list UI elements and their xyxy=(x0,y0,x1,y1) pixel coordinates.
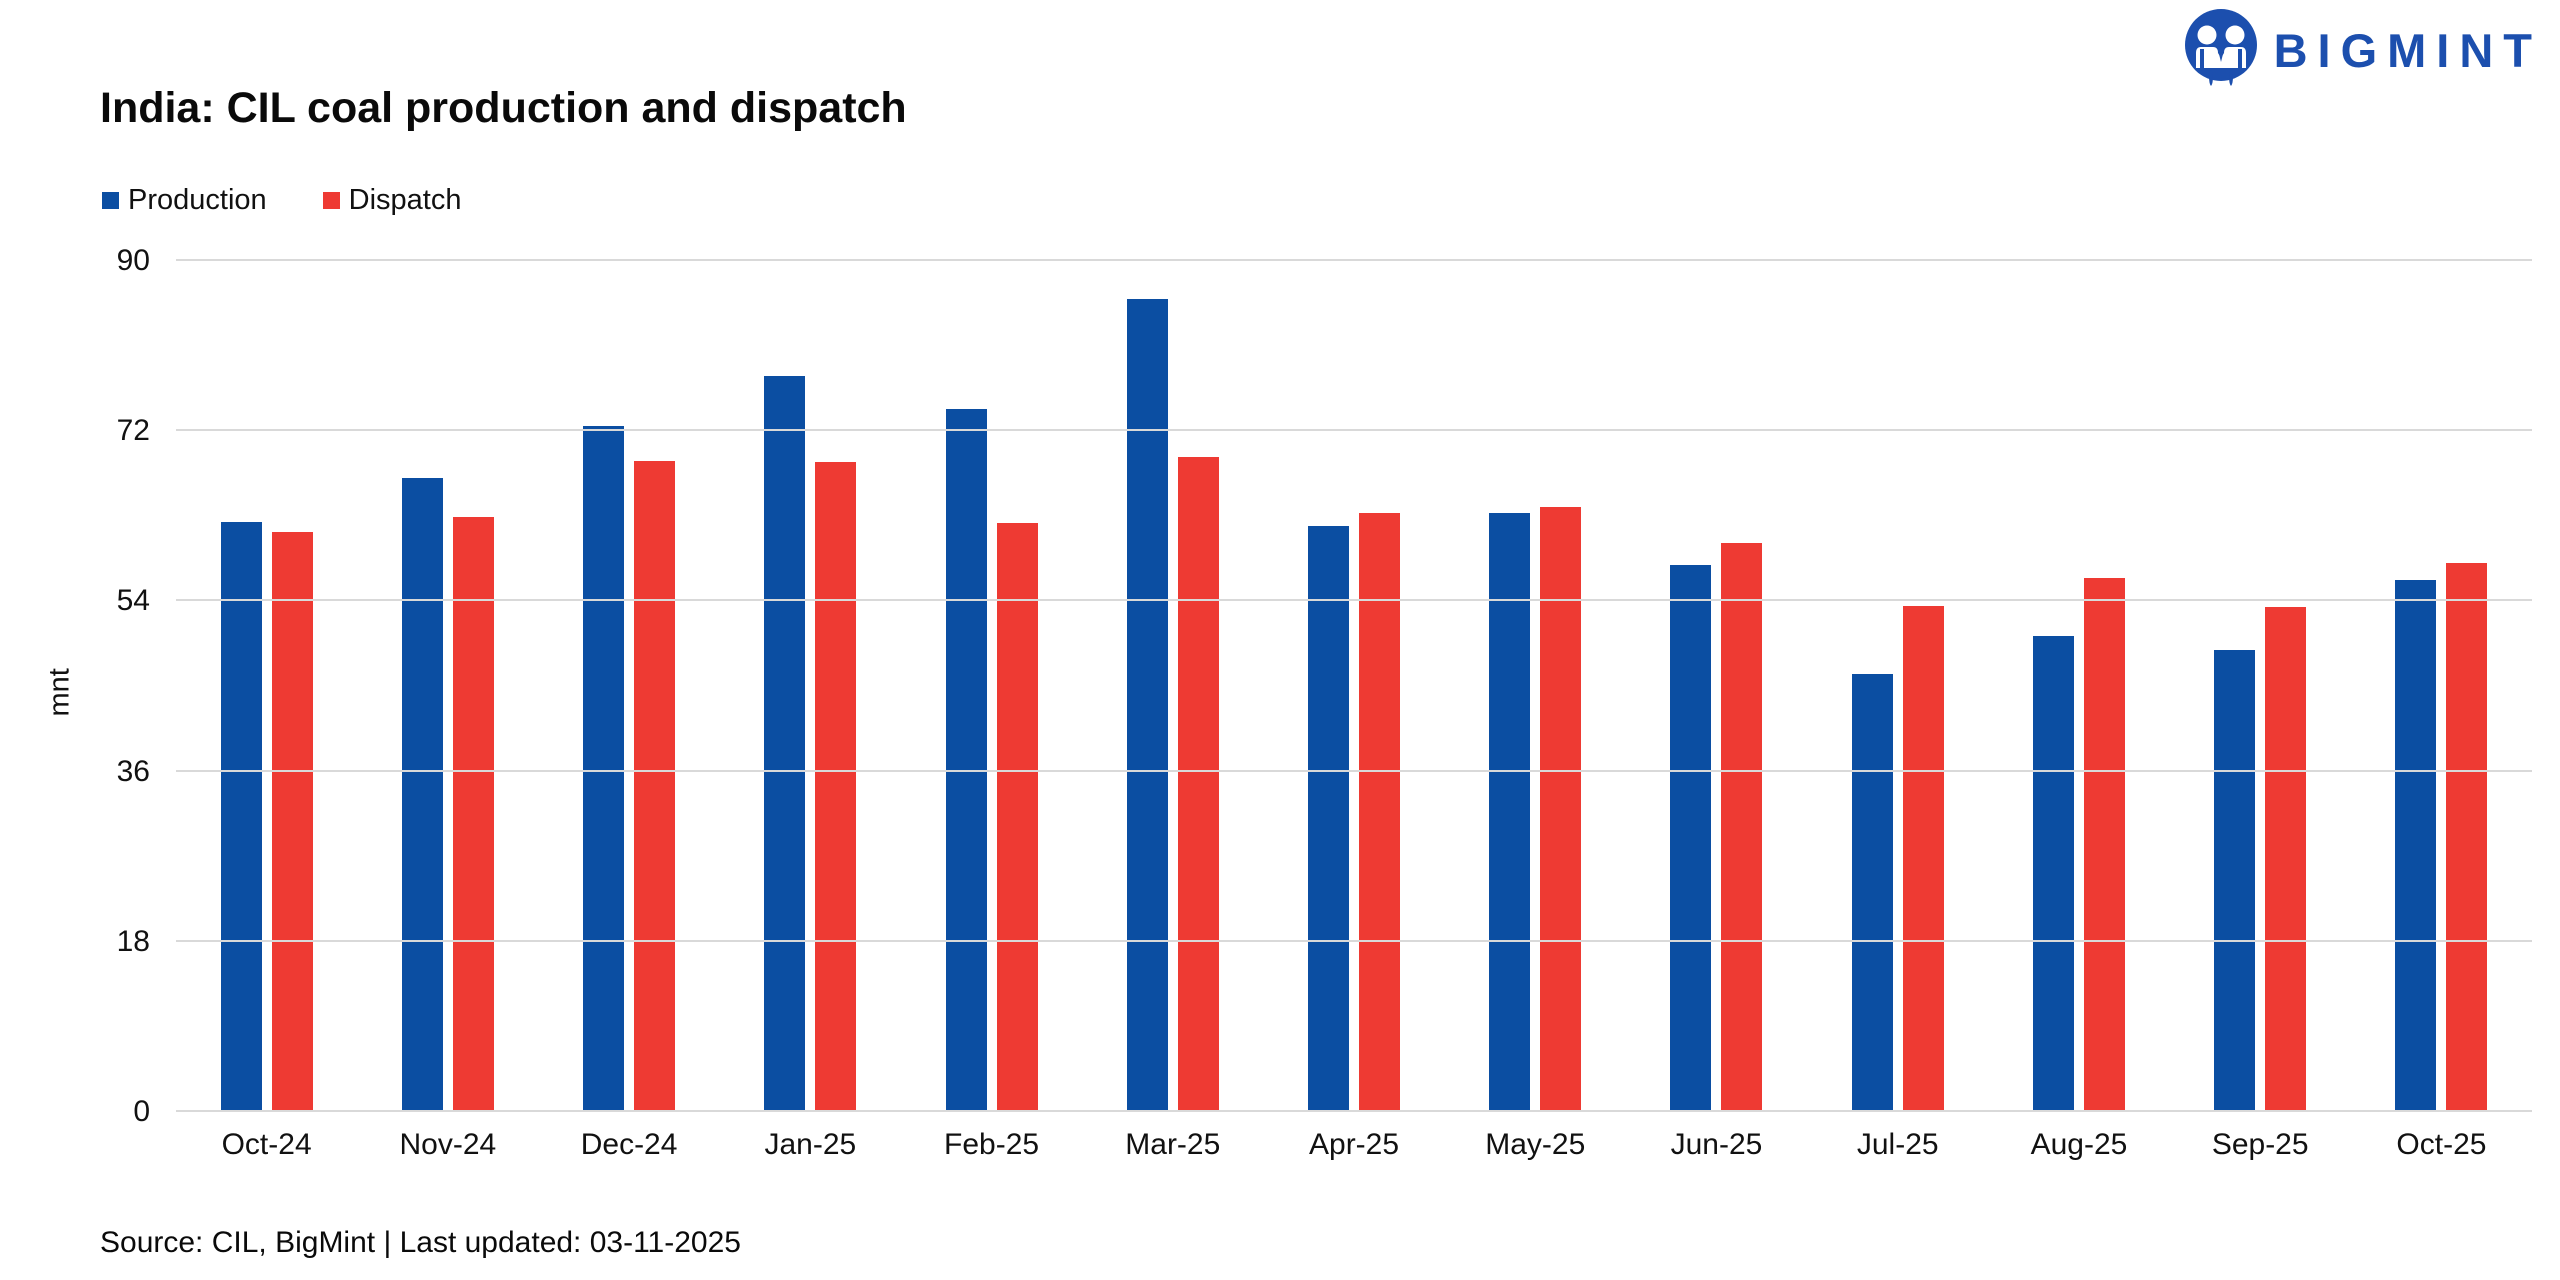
x-label-Oct-24: Oct-24 xyxy=(221,1128,312,1161)
dispatch-bar-Dec-24 xyxy=(634,461,676,1112)
production-swatch-icon xyxy=(102,192,119,209)
x-label-Jun-25: Jun-25 xyxy=(1670,1128,1763,1161)
production-bar-Oct-25 xyxy=(2395,579,2437,1112)
dispatch-bar-Jul-25 xyxy=(1902,606,1944,1112)
bigmint-logo-text: BIGMINT xyxy=(2273,23,2542,77)
dispatch-bar-Oct-24 xyxy=(271,532,313,1112)
bar-group-Dec-24 xyxy=(538,261,719,1112)
production-bar-Nov-24 xyxy=(401,477,443,1112)
dispatch-bar-Jun-25 xyxy=(1721,542,1763,1112)
bigmint-logo-icon xyxy=(2184,9,2257,86)
dispatch-bar-Sep-25 xyxy=(2265,607,2307,1112)
production-bar-Mar-25 xyxy=(1126,298,1168,1112)
x-label-Jul-25: Jul-25 xyxy=(1856,1128,1939,1161)
legend-label-production: Production xyxy=(128,184,267,216)
y-tick-36: 36 xyxy=(116,754,150,788)
production-bar-Feb-25 xyxy=(945,408,987,1112)
legend-item-production: Production xyxy=(102,184,267,217)
x-label-May-25: May-25 xyxy=(1485,1128,1586,1161)
production-bar-Jan-25 xyxy=(764,376,806,1112)
gridline-90 xyxy=(176,259,2532,261)
dispatch-bar-Feb-25 xyxy=(996,522,1038,1112)
y-tick-18: 18 xyxy=(116,924,150,958)
y-tick-0: 0 xyxy=(133,1095,150,1128)
x-label-Nov-24: Nov-24 xyxy=(399,1128,497,1161)
y-tick-54: 54 xyxy=(116,584,150,618)
x-label-Mar-25: Mar-25 xyxy=(1125,1128,1221,1161)
dispatch-swatch-icon xyxy=(322,192,340,209)
bar-group-Aug-25 xyxy=(1988,261,2169,1112)
bar-group-Oct-24 xyxy=(176,261,357,1112)
y-tick-72: 72 xyxy=(116,414,150,448)
production-bar-Jul-25 xyxy=(1851,674,1893,1112)
production-bar-Dec-24 xyxy=(583,426,625,1112)
dispatch-bar-Jan-25 xyxy=(815,462,857,1112)
bar-group-Jul-25 xyxy=(1807,261,1988,1112)
bar-group-Jan-25 xyxy=(720,261,901,1112)
x-label-Sep-25: Sep-25 xyxy=(2211,1128,2309,1161)
bar-group-Mar-25 xyxy=(1082,261,1263,1112)
dispatch-bar-Aug-25 xyxy=(2083,577,2125,1112)
x-label-Apr-25: Apr-25 xyxy=(1309,1128,1400,1161)
dispatch-bar-May-25 xyxy=(1540,506,1582,1112)
plot-area xyxy=(176,259,2532,1112)
gridline-0 xyxy=(176,1110,2532,1112)
legend-label-dispatch: Dispatch xyxy=(348,184,462,216)
bar-group-May-25 xyxy=(1445,261,1626,1112)
bar-group-Oct-25 xyxy=(2351,261,2532,1112)
source-note: Source: CIL, BigMint | Last updated: 03-… xyxy=(100,1226,741,1259)
chart-title: India: CIL coal production and dispatch xyxy=(100,84,907,132)
x-axis-labels: Oct-24 Nov-24 Dec-24 Jan-25 Feb-25 Mar-25 Apr-… xyxy=(176,1128,2532,1162)
dispatch-bar-Oct-25 xyxy=(2446,562,2488,1112)
y-axis-title: mnt xyxy=(43,668,76,717)
gridline-72 xyxy=(176,429,2532,432)
bar-group-Nov-24 xyxy=(357,261,538,1112)
production-bar-May-25 xyxy=(1489,512,1531,1112)
gridline-36 xyxy=(176,769,2532,772)
bar-group-Sep-25 xyxy=(2170,261,2351,1112)
bar-group-Jun-25 xyxy=(1626,261,1807,1112)
x-label-Aug-25: Aug-25 xyxy=(2030,1128,2128,1161)
bar-groups xyxy=(176,261,2532,1112)
production-bar-Apr-25 xyxy=(1308,525,1350,1112)
x-label-Dec-24: Dec-24 xyxy=(580,1128,678,1161)
production-bar-Oct-24 xyxy=(220,521,262,1112)
gridline-54 xyxy=(176,599,2532,602)
x-label-Feb-25: Feb-25 xyxy=(944,1128,1040,1161)
gridline-18 xyxy=(176,939,2532,942)
bar-group-Apr-25 xyxy=(1263,261,1444,1112)
chart-legend: Production Dispatch xyxy=(102,184,461,217)
y-tick-90: 90 xyxy=(116,244,150,277)
production-bar-Jun-25 xyxy=(1670,565,1712,1112)
dispatch-bar-Apr-25 xyxy=(1359,513,1401,1112)
bar-group-Feb-25 xyxy=(901,261,1082,1112)
legend-item-dispatch: Dispatch xyxy=(322,184,462,217)
production-bar-Aug-25 xyxy=(2032,636,2074,1112)
x-label-Jan-25: Jan-25 xyxy=(764,1128,857,1161)
dispatch-bar-Nov-24 xyxy=(452,517,494,1112)
bigmint-logo: BIGMINT xyxy=(2182,8,2542,92)
dispatch-bar-Mar-25 xyxy=(1177,456,1219,1112)
x-label-Oct-25: Oct-25 xyxy=(2396,1128,2487,1161)
production-bar-Sep-25 xyxy=(2214,649,2256,1112)
